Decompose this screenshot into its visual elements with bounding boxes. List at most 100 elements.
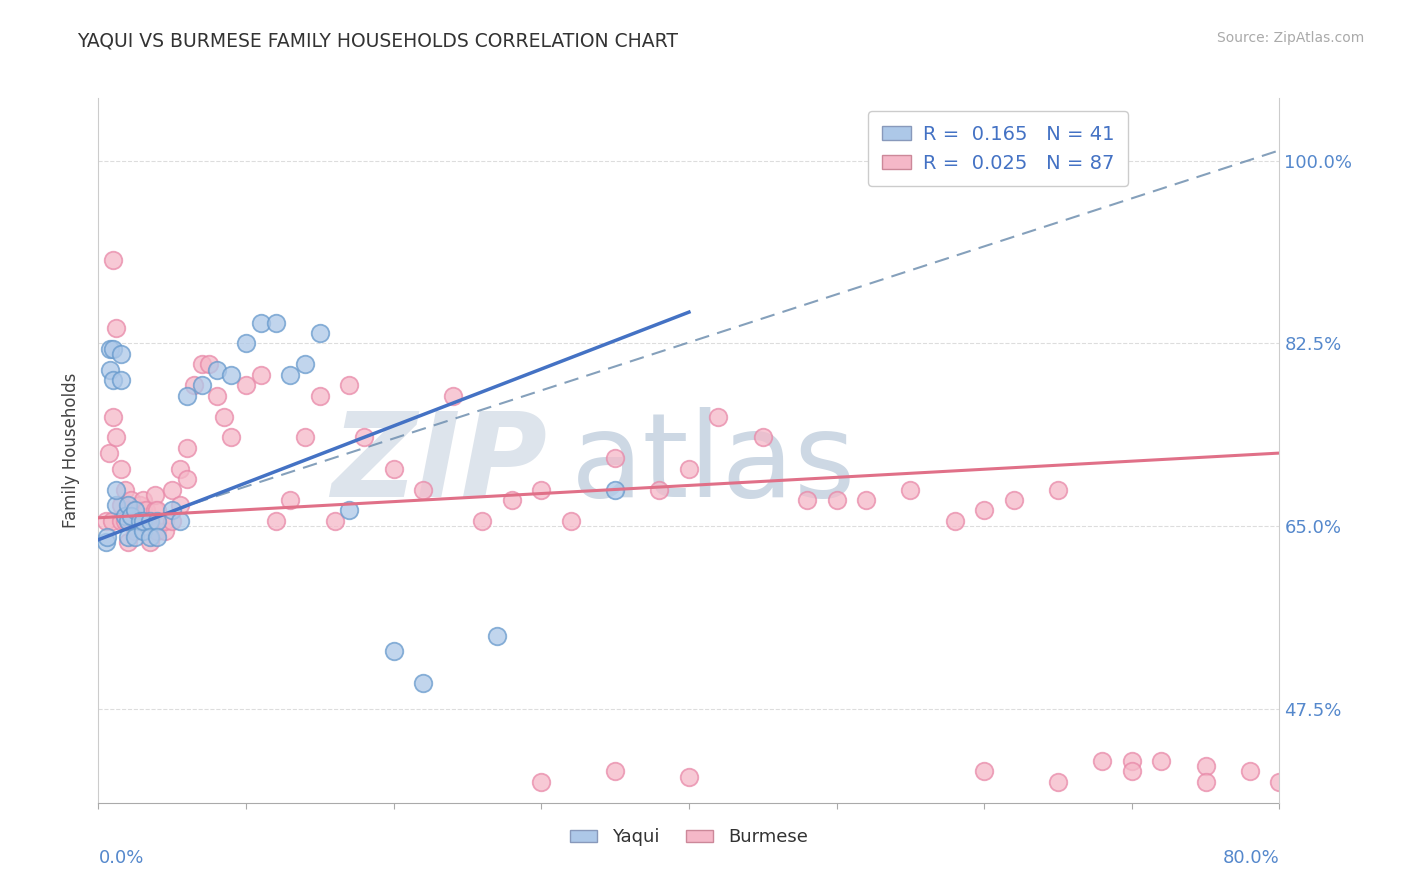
Point	[105, 498, 128, 512]
Point	[1121, 754, 1143, 768]
Point	[605, 451, 627, 466]
Point	[139, 534, 162, 549]
Point	[825, 493, 848, 508]
Point	[221, 368, 243, 382]
Point	[117, 503, 139, 517]
Point	[132, 514, 155, 528]
Text: 80.0%: 80.0%	[1223, 848, 1279, 867]
Point	[169, 461, 191, 475]
Point	[105, 320, 128, 334]
Point	[132, 493, 155, 508]
Point	[973, 503, 995, 517]
Point	[309, 326, 332, 340]
Point	[796, 493, 818, 508]
Point	[294, 357, 316, 371]
Point	[176, 472, 198, 486]
Point	[98, 362, 121, 376]
Point	[124, 503, 146, 517]
Point	[382, 461, 405, 475]
Point	[105, 483, 128, 497]
Point	[1091, 754, 1114, 768]
Point	[191, 378, 214, 392]
Point	[97, 446, 120, 460]
Text: ZIP: ZIP	[332, 407, 547, 522]
Point	[1047, 483, 1070, 497]
Point	[648, 483, 671, 497]
Point	[128, 514, 150, 528]
Point	[128, 514, 150, 528]
Point	[146, 514, 169, 528]
Point	[855, 493, 877, 508]
Point	[139, 514, 162, 528]
Point	[120, 508, 142, 523]
Point	[117, 514, 139, 528]
Point	[212, 409, 235, 424]
Point	[105, 430, 128, 444]
Point	[605, 764, 627, 779]
Point	[162, 503, 183, 517]
Point	[146, 503, 169, 517]
Point	[1150, 754, 1173, 768]
Point	[96, 530, 118, 544]
Point	[146, 524, 169, 539]
Point	[382, 644, 405, 658]
Text: atlas: atlas	[571, 407, 856, 522]
Point	[678, 770, 700, 784]
Point	[117, 514, 139, 528]
Point	[110, 347, 132, 361]
Point	[120, 514, 142, 528]
Point	[530, 775, 553, 789]
Point	[221, 430, 243, 444]
Y-axis label: Family Households: Family Households	[62, 373, 80, 528]
Point	[235, 378, 257, 392]
Point	[339, 503, 361, 517]
Point	[264, 514, 287, 528]
Point	[1239, 764, 1261, 779]
Point	[132, 524, 155, 539]
Point	[110, 373, 132, 387]
Point	[103, 342, 125, 356]
Point	[486, 629, 509, 643]
Point	[501, 493, 523, 508]
Text: YAQUI VS BURMESE FAMILY HOUSEHOLDS CORRELATION CHART: YAQUI VS BURMESE FAMILY HOUSEHOLDS CORRE…	[77, 31, 678, 50]
Point	[114, 514, 136, 528]
Point	[1047, 775, 1070, 789]
Point	[280, 368, 302, 382]
Point	[135, 503, 157, 517]
Text: 0.0%: 0.0%	[98, 848, 143, 867]
Point	[294, 430, 316, 444]
Point	[973, 764, 995, 779]
Point	[1268, 775, 1291, 789]
Point	[139, 530, 162, 544]
Point	[103, 373, 125, 387]
Point	[110, 514, 132, 528]
Point	[1195, 759, 1218, 773]
Point	[678, 461, 700, 475]
Point	[103, 409, 125, 424]
Point	[110, 461, 132, 475]
Point	[128, 498, 150, 512]
Point	[98, 342, 121, 356]
Point	[120, 493, 142, 508]
Point	[412, 675, 434, 690]
Point	[139, 514, 162, 528]
Point	[117, 498, 139, 512]
Point	[605, 483, 627, 497]
Point	[264, 316, 287, 330]
Point	[176, 441, 198, 455]
Point	[132, 503, 155, 517]
Point	[135, 514, 157, 528]
Point	[110, 498, 132, 512]
Point	[353, 430, 375, 444]
Point	[153, 524, 176, 539]
Point	[1121, 764, 1143, 779]
Point	[176, 389, 198, 403]
Point	[441, 389, 464, 403]
Point	[146, 530, 169, 544]
Point	[900, 483, 922, 497]
Legend: Yaqui, Burmese: Yaqui, Burmese	[562, 822, 815, 854]
Point	[752, 430, 775, 444]
Point	[205, 362, 228, 376]
Point	[471, 514, 494, 528]
Point	[183, 378, 205, 392]
